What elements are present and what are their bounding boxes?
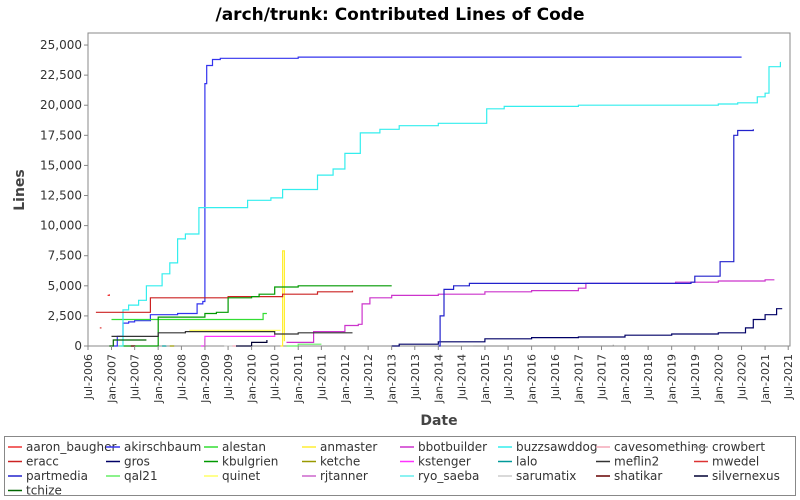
plot-area: [87, 32, 791, 347]
series-line-sarumatix: [224, 345, 233, 347]
series-line-buzzsawddog: [120, 61, 781, 347]
x-tick-label: Jul-2007: [129, 354, 142, 400]
x-tick-label: Jul-2009: [222, 354, 235, 400]
series-line-alestan: [111, 312, 267, 321]
x-tick-label: Jan-2008: [152, 354, 165, 404]
x-tick-label: Jul-2012: [362, 354, 375, 400]
series-line-akirschbaum: [113, 56, 742, 347]
x-tick-label: Jul-2017: [595, 354, 608, 400]
y-tick-label: 25,000: [40, 38, 82, 52]
y-tick-label: 10,000: [40, 219, 82, 233]
x-tick-label: Jan-2021: [759, 354, 772, 404]
x-tick-label: Jan-2011: [292, 354, 305, 404]
x-tick-label: Jan-2014: [432, 354, 445, 404]
series-layer: [95, 56, 783, 347]
y-tick-label: 17,500: [40, 128, 82, 142]
series-line-crowbert: [473, 344, 614, 347]
x-tick-label: Jan-2013: [386, 354, 399, 404]
series-line-gros: [391, 308, 783, 347]
x-tick-label: Jan-2019: [666, 354, 679, 404]
x-tick-label: Jan-2015: [479, 354, 492, 404]
chart-title: /arch/trunk: Contributed Lines of Code: [216, 5, 585, 25]
series-line-eracc: [95, 290, 354, 313]
x-tick-label: Jul-2016: [549, 354, 562, 400]
series-line-bbotbuilder: [286, 279, 775, 343]
series-line-shatikar: [130, 345, 136, 347]
x-tick-label: Jul-2015: [502, 354, 515, 400]
x-tick-label: Jan-2010: [246, 354, 259, 404]
y-tick-label: 2,500: [48, 309, 82, 323]
x-tick-label: Jul-2010: [269, 354, 282, 400]
x-tick-label: Jan-2007: [106, 354, 119, 404]
x-tick-label: Jan-2016: [526, 354, 539, 404]
y-tick-label: 5,000: [48, 279, 82, 293]
x-tick-label: Jul-2021: [782, 354, 795, 400]
x-tick-label: Jul-2006: [82, 354, 95, 400]
series-line-anmaster: [280, 250, 285, 347]
y-tick-label: 22,500: [40, 68, 82, 82]
x-tick-label: Jan-2017: [572, 354, 585, 404]
x-axis-label: Date: [420, 413, 457, 429]
x-tick-label: Jul-2011: [315, 354, 328, 400]
x-tick-label: Jul-2018: [642, 354, 655, 400]
x-tick-label: Jan-2012: [339, 354, 352, 404]
y-axis: 0 2,500 5,000 7,500 10,000 12,500 15,000 17,500…: [40, 38, 88, 353]
x-tick-label: Jan-2009: [199, 354, 212, 404]
series-line-kbulgrien: [119, 285, 392, 347]
legend: [4, 436, 796, 496]
series-line-qal21: [286, 343, 322, 347]
x-tick-label: Jan-2018: [619, 354, 632, 404]
y-axis-label: Lines: [12, 169, 28, 211]
y-tick-label: 15,000: [40, 158, 82, 172]
x-tick-label: Jan-2020: [712, 354, 725, 404]
x-tick-label: Jul-2013: [409, 354, 422, 400]
x-tick-label: Jul-2019: [689, 354, 702, 400]
series-line-aaron_baugher: [107, 294, 110, 296]
series-line-partmedia: [438, 129, 754, 347]
x-tick-label: Jul-2014: [455, 354, 468, 400]
y-tick-label: 12,500: [40, 189, 82, 203]
y-tick-label: 20,000: [40, 98, 82, 112]
x-tick-label: Jul-2020: [736, 354, 749, 400]
series-line-ketche: [169, 345, 175, 347]
series-line-meflin2: [111, 331, 353, 337]
y-tick-label: 0: [74, 339, 82, 353]
series-line-silvernexus: [236, 340, 268, 347]
x-tick-label: Jul-2008: [175, 354, 188, 400]
x-axis: Jul-2006 Jan-2007 Jul-2007 Jan-2008 Jul-2008…: [82, 346, 795, 404]
y-tick-label: 7,500: [48, 249, 82, 263]
series-line-ryo_saeba: [119, 345, 124, 347]
